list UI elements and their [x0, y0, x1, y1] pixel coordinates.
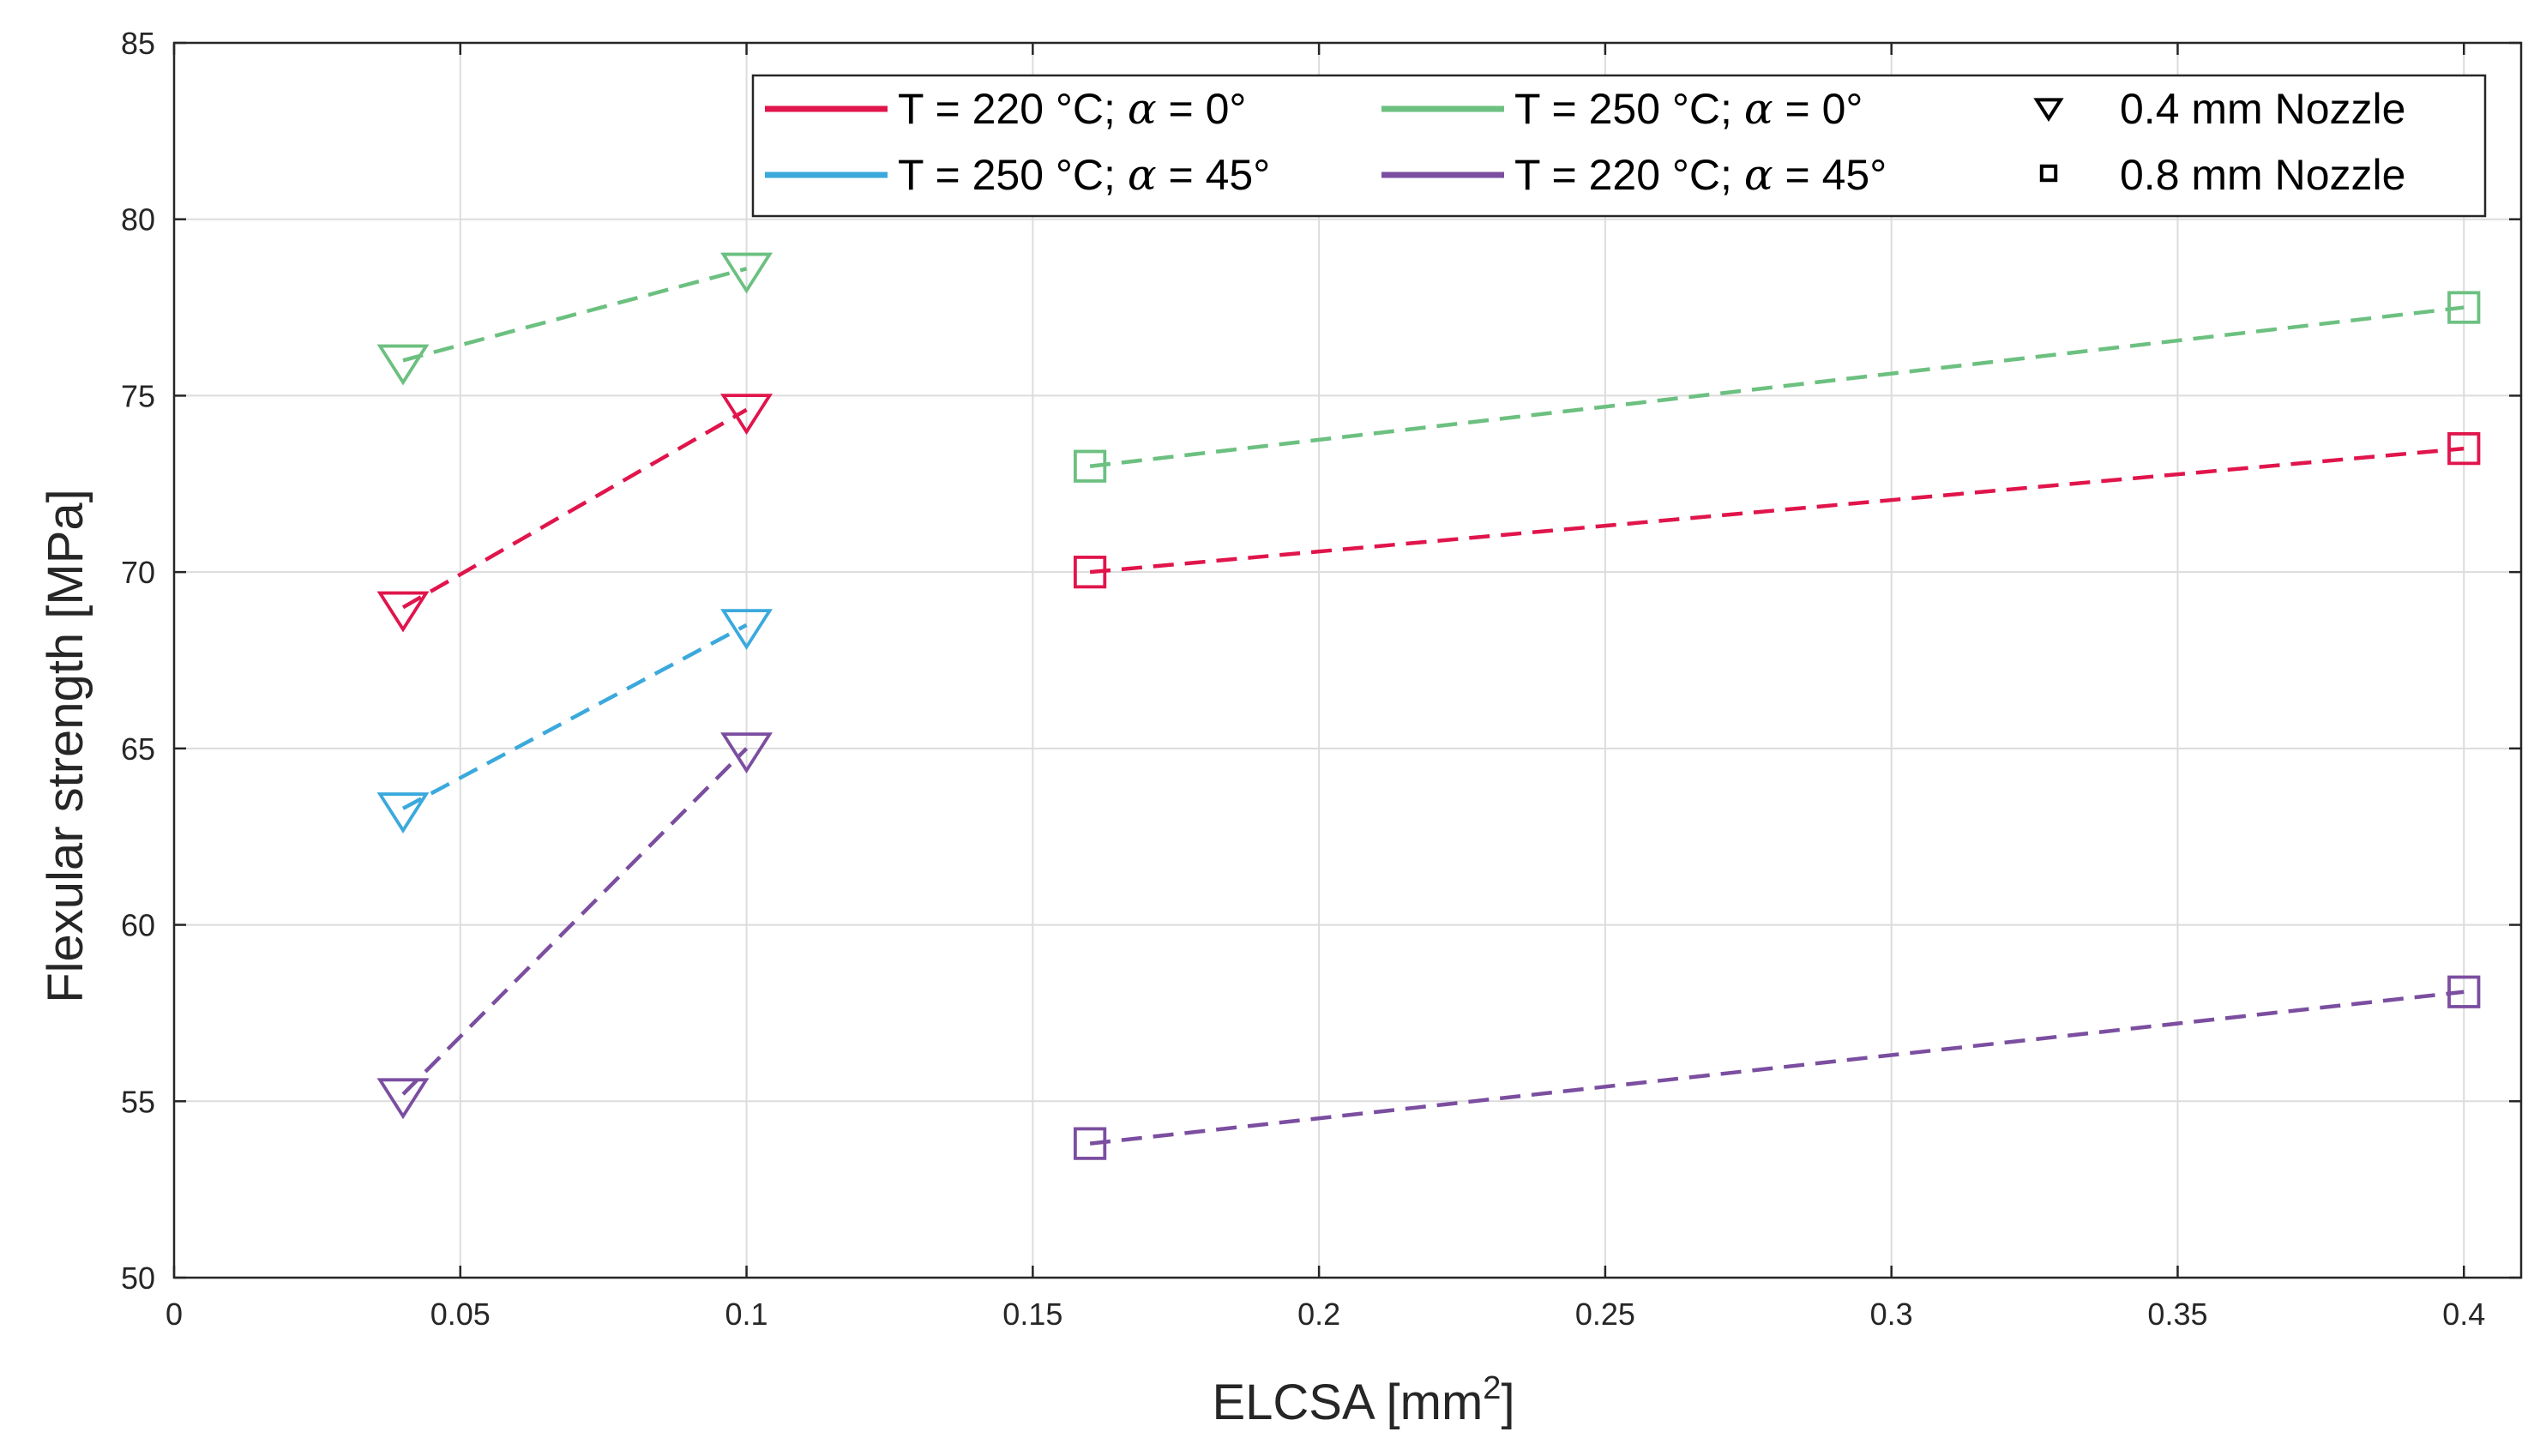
series-line	[401, 407, 748, 610]
y-tick-label: 75	[121, 378, 155, 413]
square-marker	[2039, 164, 2058, 183]
x-tick-label: 0.1	[725, 1297, 768, 1332]
legend-marker-label: 0.4 mm Nozzle	[2120, 85, 2405, 133]
series-line	[1089, 305, 2465, 468]
triangle-marker	[720, 394, 773, 436]
y-axis: 50 55 60 65 70 75 80 85	[121, 26, 2521, 1296]
triangle-marker	[376, 1078, 430, 1120]
series-line	[401, 747, 749, 1096]
x-axis: 0 0.05 0.1 0.15 0.2 0.25 0.3 0.35 0.4	[166, 43, 2485, 1332]
x-tick-label: 0.4	[2442, 1297, 2485, 1332]
y-tick-label: 70	[121, 555, 155, 590]
legend: T = 220 °C; α = 0° T = 250 °C; α = 0° T = …	[751, 74, 2487, 218]
legend-label: T = 220 °C; α = 45°	[1514, 150, 1887, 200]
x-tick-label: 0.15	[1002, 1297, 1062, 1332]
y-tick-label: 85	[121, 26, 155, 61]
square-marker	[1073, 1127, 1107, 1160]
series-line	[1089, 446, 2465, 575]
x-tick-label: 0.2	[1297, 1297, 1340, 1332]
x-axis-title: ELCSA [mm2]	[1212, 1370, 1514, 1430]
x-tick-label: 0.35	[2147, 1297, 2207, 1332]
series-line	[1089, 990, 2465, 1146]
legend-box	[751, 74, 2487, 218]
triangle-marker	[720, 252, 773, 294]
x-tick-label: 0.05	[430, 1297, 491, 1332]
legend-label: T = 250 °C; α = 45°	[898, 150, 1270, 200]
series-line	[402, 267, 748, 363]
triangle-marker	[376, 792, 430, 833]
legend-marker-label: 0.8 mm Nozzle	[2120, 151, 2405, 199]
triangle-marker	[720, 609, 773, 651]
x-axis-title-superscript: 2	[1483, 1370, 1501, 1406]
square-marker	[1073, 556, 1107, 589]
y-tick-label: 65	[121, 731, 155, 767]
legend-label: T = 250 °C; α = 0°	[1514, 84, 1863, 134]
x-tick-label: 0.25	[1575, 1297, 1635, 1332]
legend-label: T = 220 °C; α = 0°	[898, 84, 1246, 134]
y-axis-title: Flexular strength [MPa]	[38, 489, 93, 1003]
x-tick-label: 0.3	[1870, 1297, 1913, 1332]
triangle-marker	[376, 591, 430, 633]
data-series	[376, 252, 2481, 1160]
series-4	[376, 609, 773, 833]
square-marker	[2447, 432, 2481, 466]
y-tick-label: 55	[121, 1084, 155, 1119]
triangle-marker	[2033, 98, 2064, 123]
triangle-marker	[376, 344, 430, 386]
triangle-marker	[720, 732, 773, 774]
plot-area-frame	[172, 41, 2523, 1279]
series-5	[376, 732, 773, 1120]
series-0	[376, 394, 773, 633]
x-tick-label: 0	[166, 1297, 183, 1332]
series-6	[1073, 975, 2481, 1160]
series-1	[1073, 432, 2481, 589]
y-tick-label: 80	[121, 202, 155, 238]
square-marker	[2447, 975, 2481, 1008]
y-tick-label: 60	[121, 908, 155, 943]
series-line	[401, 623, 748, 810]
square-marker	[1073, 449, 1107, 483]
series-3	[1073, 291, 2481, 483]
square-marker	[2447, 291, 2481, 324]
series-2	[376, 252, 773, 386]
y-tick-label: 50	[121, 1260, 155, 1296]
